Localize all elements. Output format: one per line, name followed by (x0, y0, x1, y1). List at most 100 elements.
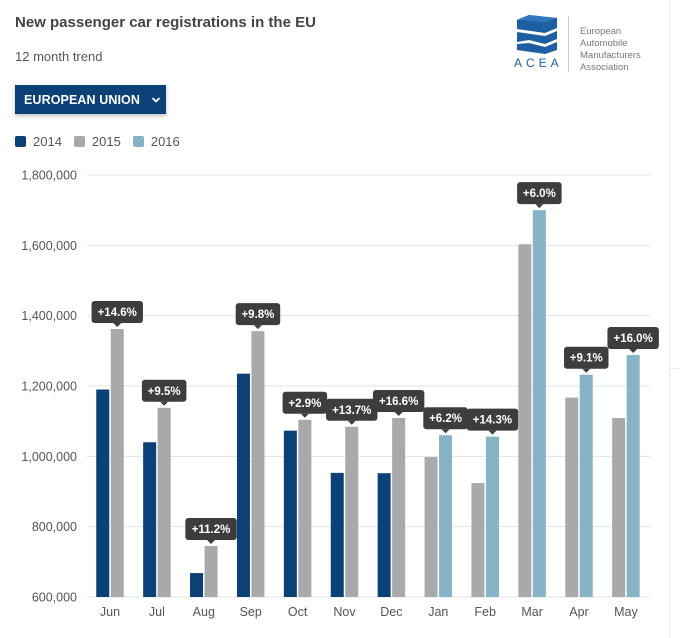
bar-mar-2016[interactable] (532, 210, 546, 597)
annotation-pointer (347, 420, 356, 425)
bar-jun-2015[interactable] (110, 329, 124, 597)
logo-divider (568, 16, 569, 72)
bar-mar-2015[interactable] (518, 244, 532, 598)
x-tick-label: Feb (474, 605, 496, 619)
bar-oct-2014[interactable] (283, 430, 297, 597)
annotation-pointer (582, 368, 591, 373)
legend-swatch-2015 (73, 136, 85, 147)
annotation-label: +14.3% (473, 415, 512, 427)
bar-jul-2014[interactable] (143, 442, 157, 597)
bar-feb-2015[interactable] (471, 483, 485, 597)
gridlines (87, 174, 650, 598)
bar-aug-2015[interactable] (204, 546, 218, 597)
bar-aug-2014[interactable] (190, 573, 204, 597)
annotation-pointer (160, 401, 169, 406)
acea-logo-icon (517, 15, 557, 54)
acea-acronym: ACEA (514, 56, 563, 70)
annotation-pointer (394, 412, 403, 417)
annotation-box (423, 407, 468, 430)
x-tick-label: Jan (428, 605, 448, 619)
annotation-label: +9.8% (241, 309, 274, 321)
annotation-box (466, 408, 519, 431)
acea-logo: ACEA European Automobile Manufacturers A… (512, 14, 657, 74)
bar-jan-2016[interactable] (439, 435, 453, 597)
x-tick-label: Aug (193, 605, 215, 619)
bar-apr-2015[interactable] (565, 397, 579, 597)
x-tick-label: Apr (569, 605, 588, 619)
annotation-pointer (300, 413, 309, 418)
legend-label-2015: 2015 (91, 134, 121, 149)
legend-item-2015[interactable]: 2015 (73, 134, 121, 149)
annotation-box (185, 518, 237, 541)
change-annotation: +14.6% (91, 301, 143, 328)
change-annotation: +9.5% (141, 379, 187, 406)
region-dropdown[interactable]: EUROPEAN UNION (15, 85, 166, 114)
annotation-pointer (253, 325, 262, 330)
annotation-pointer (629, 349, 638, 354)
annotation-box (326, 398, 378, 421)
change-annotation: +6.0% (517, 182, 562, 209)
x-tick-label: May (614, 605, 638, 619)
x-tick-label: Dec (380, 605, 402, 619)
change-annotations: +14.6% +9.5% +11.2% +9.8% +2.9% +13.7% +16.6% +… (91, 182, 659, 545)
y-tick-label: 1,800,000 (21, 169, 77, 183)
x-tick-label: Jun (100, 605, 120, 619)
bar-dec-2014[interactable] (377, 473, 391, 597)
legend-item-2014[interactable]: 2014 (15, 134, 62, 149)
annotation-pointer (113, 323, 122, 328)
bar-sep-2014[interactable] (236, 373, 250, 597)
annotation-box (517, 182, 562, 205)
bars (96, 210, 640, 598)
annotation-pointer (535, 204, 544, 209)
x-axis-labels: Jun Jul Aug Sep Oct Nov Dec Jan Feb Mar Apr May (100, 605, 639, 619)
y-tick-label: 1,200,000 (21, 380, 77, 394)
x-tick-label: Jul (149, 605, 165, 619)
bar-sep-2015[interactable] (251, 331, 265, 597)
bar-nov-2015[interactable] (345, 426, 359, 597)
legend-item-2016[interactable]: 2016 (132, 134, 180, 149)
bar-jul-2015[interactable] (157, 407, 171, 597)
y-tick-label: 1,600,000 (21, 239, 77, 253)
annotation-label: +14.6% (98, 307, 137, 319)
bar-feb-2016[interactable] (485, 436, 499, 597)
change-annotation: +16.0% (607, 327, 659, 354)
bar-may-2015[interactable] (612, 418, 626, 597)
panel-border-notch (670, 368, 680, 369)
annotation-pointer (441, 429, 450, 434)
legend-label-2014: 2014 (33, 134, 62, 149)
legend-swatch-2014 (15, 136, 26, 147)
x-tick-label: Mar (521, 605, 543, 619)
bar-jan-2015[interactable] (424, 457, 438, 597)
org-line: European (580, 26, 622, 37)
annotation-box (372, 390, 425, 413)
region-dropdown-label: EUROPEAN UNION (24, 92, 140, 107)
annotation-label: +2.9% (288, 398, 321, 410)
acea-org-name: European Automobile Manufacturers Associ… (580, 26, 641, 74)
x-tick-label: Sep (240, 605, 262, 619)
annotation-box (235, 303, 281, 326)
chart-subtitle: 12 month trend (15, 49, 103, 64)
x-tick-label: Oct (288, 605, 308, 619)
annotation-label: +13.7% (332, 405, 371, 417)
change-annotation: +16.6% (372, 390, 425, 417)
change-annotation: +9.1% (564, 346, 609, 373)
bar-dec-2015[interactable] (392, 418, 406, 597)
annotation-label: +6.0% (523, 188, 556, 200)
annotation-pointer (488, 430, 497, 435)
bar-oct-2015[interactable] (298, 419, 312, 597)
bar-may-2016[interactable] (626, 355, 640, 597)
bar-apr-2016[interactable] (579, 374, 593, 597)
legend-swatch-2016 (132, 136, 144, 147)
y-axis-labels: 600,000 800,000 1,000,000 1,200,000 1,400,00… (21, 169, 77, 605)
org-line: Association (580, 62, 629, 73)
annotation-label: +11.2% (192, 524, 231, 536)
panel-border (669, 0, 670, 638)
bar-nov-2014[interactable] (330, 472, 344, 597)
change-annotation: +13.7% (326, 398, 378, 425)
annotation-label: +9.5% (148, 386, 181, 398)
x-tick-label: Nov (333, 605, 356, 619)
change-annotation: +6.2% (423, 407, 468, 434)
annotation-box (91, 301, 143, 324)
annotation-label: +9.1% (570, 353, 603, 365)
bar-jun-2014[interactable] (96, 389, 110, 597)
